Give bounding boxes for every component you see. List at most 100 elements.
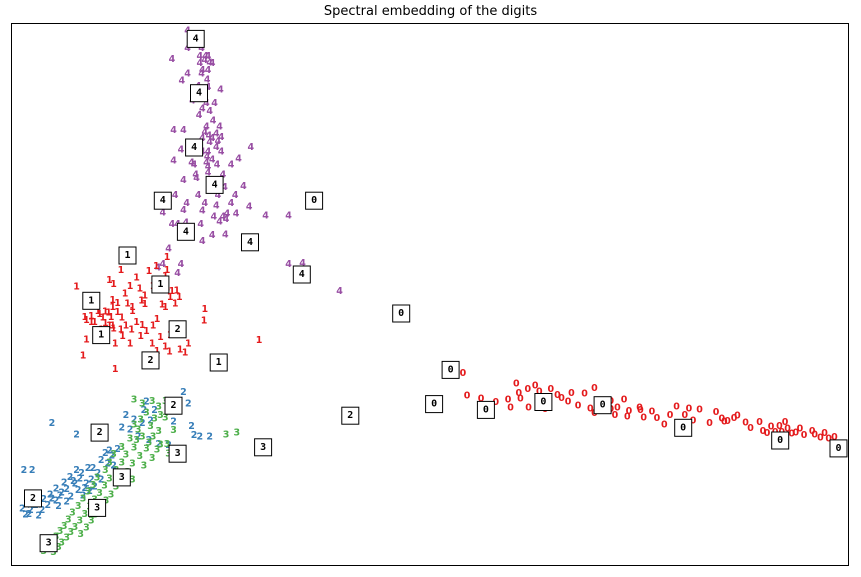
digit-3-point: 3 — [143, 408, 150, 419]
digit-4-point: 4 — [215, 190, 222, 201]
digit-1-point: 1 — [136, 284, 143, 295]
digit-1-point: 1 — [201, 304, 208, 315]
digit-1-point: 1 — [124, 299, 131, 310]
digit-2-point: 2 — [180, 387, 187, 398]
digit-2-point: 2 — [63, 484, 70, 495]
digit-thumbnail: 0 — [674, 418, 693, 437]
digit-1-point: 1 — [182, 348, 189, 359]
thumbnail-digit-0-image: 0 — [777, 435, 783, 446]
digit-thumbnail: 0 — [771, 431, 790, 450]
digit-1-point: 1 — [99, 313, 106, 324]
digit-2-point: 2 — [72, 479, 79, 490]
digit-1-point: 1 — [138, 295, 145, 306]
digit-4-point: 4 — [246, 202, 253, 213]
digit-1-point: 1 — [114, 307, 121, 318]
digit-4-point: 4 — [223, 214, 230, 225]
digit-1-point: 1 — [114, 298, 121, 309]
thumbnail-digit-0-image: 0 — [311, 195, 317, 206]
thumbnail-digit-4-image: 4 — [191, 142, 197, 153]
thumbnail-digit-4-image: 4 — [183, 226, 189, 237]
digit-3-point: 3 — [106, 458, 113, 469]
digit-4-point: 4 — [197, 219, 204, 230]
digit-4-point: 4 — [180, 125, 187, 136]
digit-0-point: 0 — [558, 393, 565, 404]
digit-1-point: 1 — [159, 300, 166, 311]
digit-2-point: 2 — [22, 509, 29, 520]
digit-1-point: 1 — [146, 266, 153, 277]
digit-4-point: 4 — [336, 286, 343, 297]
digit-2-point: 2 — [19, 504, 26, 515]
digit-3-point: 3 — [164, 439, 171, 450]
digit-2-point: 2 — [73, 430, 80, 441]
digit-2-point: 2 — [44, 500, 51, 511]
thumbnail-digit-0-image: 0 — [835, 443, 841, 454]
digit-4-point: 4 — [216, 121, 223, 132]
thumbnail-frame — [392, 304, 411, 323]
digit-4-point: 4 — [205, 162, 212, 173]
digit-0-point: 0 — [654, 413, 661, 424]
thumbnail-digit-2-image: 2 — [170, 400, 176, 411]
digit-4-point: 4 — [191, 159, 198, 170]
digit-thumbnail: 0 — [829, 439, 848, 458]
digit-4-point: 4 — [205, 147, 212, 158]
digit-3-point: 3 — [72, 522, 79, 533]
digit-3-point: 3 — [90, 480, 97, 491]
digit-4-point: 4 — [247, 142, 254, 153]
thumbnail-digit-4-image: 4 — [299, 269, 305, 280]
digit-0-point: 0 — [696, 404, 703, 415]
digit-4-point: 4 — [218, 147, 225, 158]
thumbnail-digit-1-image: 1 — [124, 250, 130, 261]
digit-2-point: 2 — [61, 478, 68, 489]
digit-0-point: 0 — [756, 417, 763, 428]
digit-2-point: 2 — [155, 439, 162, 450]
digit-thumbnail: 1 — [118, 246, 137, 265]
digit-thumbnail: 3 — [254, 438, 273, 457]
digit-1-point: 1 — [81, 312, 88, 323]
digit-thumbnail: 0 — [441, 360, 460, 379]
digit-thumbnail: 0 — [534, 393, 553, 411]
digit-4-point: 4 — [210, 116, 217, 127]
digit-0-point: 0 — [681, 410, 688, 421]
thumbnail-frame — [534, 393, 553, 411]
digit-1-point: 1 — [129, 306, 136, 317]
digit-1-point: 1 — [73, 282, 80, 293]
thumbnail-frame — [254, 438, 273, 457]
digit-4-point: 4 — [203, 157, 210, 168]
digit-3-point: 3 — [94, 472, 101, 483]
thumbnail-frame — [24, 489, 42, 508]
digit-2-point: 2 — [104, 459, 111, 470]
digit-3-point: 3 — [137, 414, 144, 425]
digit-0-point: 0 — [525, 402, 532, 413]
digit-0-point: 0 — [801, 430, 808, 441]
thumbnail-digit-3-image: 3 — [119, 472, 125, 483]
digit-4-point: 4 — [201, 127, 208, 138]
digit-3-point: 3 — [131, 442, 138, 453]
thumbnail-digit-0-image: 0 — [600, 400, 606, 411]
digit-thumbnail: 4 — [190, 84, 208, 103]
digit-3-point: 3 — [58, 538, 65, 549]
digit-thumbnail: 3 — [88, 498, 107, 517]
digit-3-point: 3 — [157, 440, 164, 451]
digit-3-point: 3 — [55, 542, 62, 553]
digit-2-point: 2 — [29, 465, 36, 476]
digit-2-point: 2 — [76, 473, 83, 484]
digit-4-point: 4 — [201, 55, 208, 66]
digit-1-point: 1 — [128, 324, 135, 335]
digit-0-point: 0 — [831, 432, 838, 443]
digit-0-point: 0 — [661, 420, 668, 431]
digit-thumbnail: 3 — [39, 534, 58, 553]
digit-1-point: 1 — [88, 317, 95, 328]
digit-0-point: 0 — [797, 423, 804, 434]
digit-1-point: 1 — [105, 307, 112, 318]
digit-1-point: 1 — [141, 299, 148, 310]
digit-1-point: 1 — [83, 315, 90, 326]
thumbnail-frame — [168, 444, 187, 463]
digit-4-point: 4 — [198, 43, 205, 54]
thumbnail-frame — [153, 191, 172, 210]
digit-4-point: 4 — [196, 51, 203, 62]
digit-0-point: 0 — [565, 397, 572, 408]
digit-2-point: 2 — [53, 484, 60, 495]
digit-thumbnail: 2 — [141, 351, 160, 370]
digit-0-point: 0 — [591, 383, 598, 394]
